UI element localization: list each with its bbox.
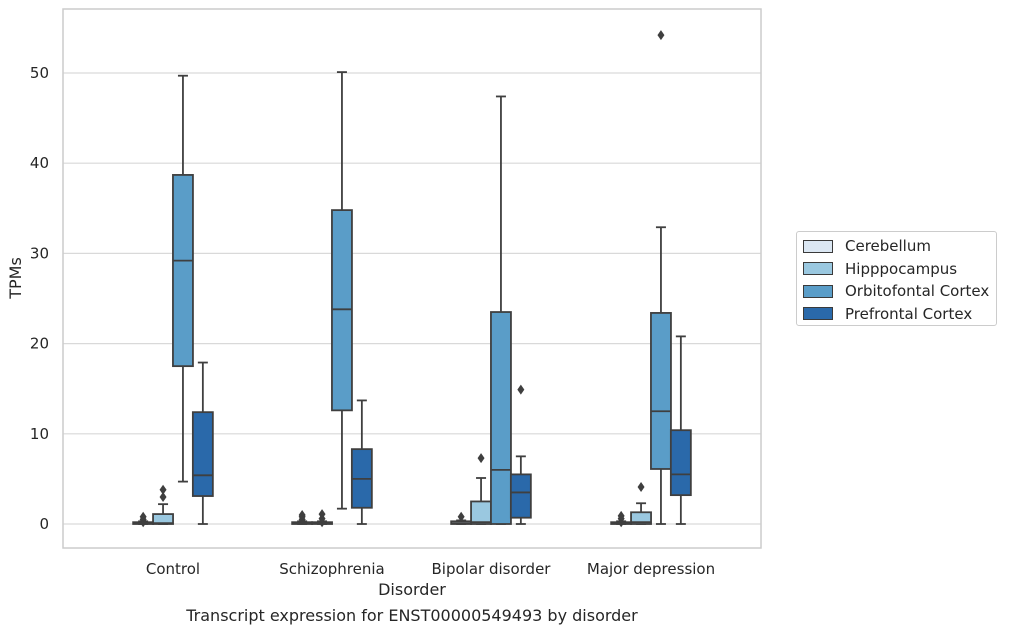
outlier-point: [657, 30, 665, 41]
boxes: [132, 30, 692, 528]
box-orbitofontal-cortex: [172, 74, 194, 483]
legend-label: Orbitofontal Cortex: [845, 282, 990, 301]
box-iqr: [191, 411, 214, 497]
legend-swatch: [803, 307, 833, 321]
y-tick-label: 40: [30, 154, 49, 172]
box-orbitofontal-cortex: [650, 30, 672, 525]
x-tick-label: Control: [146, 560, 200, 578]
x-axis-label: Disorder: [378, 580, 446, 599]
legend-label: Hipppocampus: [845, 259, 958, 278]
box-iqr: [172, 174, 194, 368]
box-orbitofontal-cortex: [490, 95, 512, 525]
y-tick-label: 50: [30, 64, 49, 82]
figure-caption: Transcript expression for ENST0000054949…: [186, 606, 638, 625]
outlier-point: [517, 384, 525, 395]
legend-item: Hipppocampus: [803, 258, 996, 281]
box-prefrontal-cortex: [350, 399, 373, 525]
tick-labels: 0 10 20 30 40 50 Control Schizophrenia Bipolar d…: [30, 64, 715, 578]
outlier-point: [477, 453, 485, 464]
box-cerebellum: [450, 511, 473, 525]
box-hipppocampus: [311, 509, 333, 528]
box-prefrontal-cortex: [509, 384, 532, 525]
legend-swatch: [803, 284, 833, 298]
legend-swatch: [803, 262, 833, 276]
outlier-point: [139, 511, 147, 522]
box-iqr: [490, 311, 512, 525]
x-tick-label: Bipolar disorder: [432, 560, 552, 578]
box-orbitofontal-cortex: [331, 71, 353, 510]
box-hipppocampus: [470, 453, 492, 525]
legend-item: Cerebellum: [803, 235, 996, 258]
box-iqr: [669, 429, 692, 497]
legend: Cerebellum Hipppocampus Orbitofontal Cor…: [796, 231, 997, 326]
outlier-point: [159, 484, 167, 495]
box-prefrontal-cortex: [669, 335, 692, 525]
outlier-point: [637, 482, 645, 493]
y-tick-label: 20: [30, 335, 49, 353]
box-cerebellum: [291, 509, 314, 525]
legend-item: Orbitofontal Cortex: [803, 280, 996, 303]
x-tick-label: Schizophrenia: [279, 560, 384, 578]
plot-frame: [62, 8, 762, 549]
legend-swatch: [803, 239, 833, 253]
box-hipppocampus: [152, 484, 174, 525]
outlier-point: [457, 511, 465, 522]
y-tick-label: 0: [39, 515, 49, 533]
box-iqr: [509, 473, 532, 519]
legend-item: Prefrontal Cortex: [803, 303, 996, 326]
box-cerebellum: [610, 510, 633, 528]
y-tick-label: 10: [30, 425, 49, 443]
outlier-point: [298, 509, 306, 520]
legend-label: Cerebellum: [845, 237, 931, 256]
x-tick-label: Major depression: [587, 560, 715, 578]
box-iqr: [650, 312, 672, 470]
box-iqr: [152, 513, 174, 525]
box-prefrontal-cortex: [191, 361, 214, 525]
y-tick-label: 30: [30, 244, 49, 262]
box-iqr: [630, 511, 652, 525]
box-cerebellum: [132, 511, 155, 528]
y-axis-label: TPMs: [6, 257, 25, 300]
legend-label: Prefrontal Cortex: [845, 304, 973, 323]
outlier-point: [318, 509, 326, 520]
outlier-point: [159, 491, 167, 502]
box-iqr: [470, 500, 492, 525]
box-hipppocampus: [630, 482, 652, 525]
box-iqr: [331, 209, 353, 412]
outlier-point: [617, 510, 625, 521]
